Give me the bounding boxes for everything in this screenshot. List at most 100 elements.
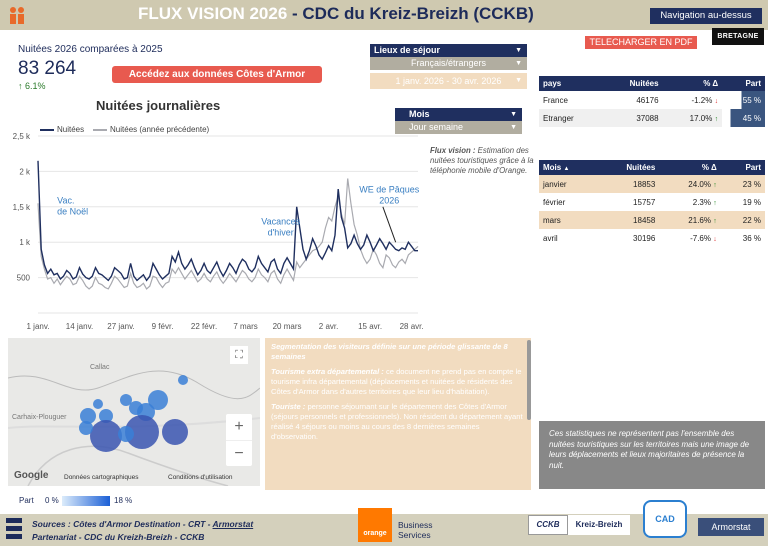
- map-place-carhaix: Carhaix-Plouguer: [12, 414, 67, 421]
- table-header-row: Mois ▲ Nuitées % Δ Part: [539, 160, 765, 175]
- y-tick-label: 1 k: [19, 238, 31, 247]
- orange-logo: orange: [358, 508, 392, 542]
- col-nuitees[interactable]: Nuitées: [602, 76, 663, 91]
- cell-delta: 2.3% ↑: [692, 197, 717, 207]
- segmentation-scrollbar[interactable]: [527, 340, 531, 420]
- col-part[interactable]: Part: [720, 160, 765, 175]
- cell-delta: 17.0% ↑: [689, 113, 719, 123]
- footer-sources: Sources : Côtes d'Armor Destination - CR…: [32, 519, 254, 529]
- table-row: France 46176 -1.2% ↓ 55 %: [539, 91, 765, 109]
- cell-part: 22 %: [720, 211, 765, 229]
- pays-table: pays Nuitées % Δ Part France 46176 -1.2%…: [539, 76, 765, 127]
- arrow-up-icon: ↑: [714, 115, 719, 123]
- col-delta[interactable]: % Δ: [662, 76, 723, 91]
- col-mois[interactable]: Mois ▲: [539, 160, 598, 175]
- fullscreen-icon[interactable]: ⛶: [230, 346, 248, 364]
- col-pays[interactable]: pays: [539, 76, 603, 91]
- series-line-previous: [37, 178, 419, 290]
- table-row: Etranger 37088 17.0% ↑ 45 %: [539, 109, 765, 127]
- stats-disclaimer: Ces statistiques ne représentent pas l'e…: [539, 421, 765, 489]
- x-tick-label: 22 févr.: [191, 322, 217, 331]
- lieux-filter-header[interactable]: Lieux de séjour ▼: [370, 44, 527, 57]
- header-bar: [0, 0, 768, 30]
- table-row: avril 30196 -7.6% ↓ 36 %: [539, 229, 765, 247]
- map-credits[interactable]: Données cartographiques: [64, 474, 139, 481]
- chart-annotation: 2026: [379, 196, 399, 206]
- cell-pays: France: [543, 95, 568, 105]
- map-legend-max: 18 %: [114, 496, 133, 505]
- col-part[interactable]: Part: [722, 76, 765, 91]
- lieux-filter[interactable]: Lieux de séjour ▼ Français/étrangers ▼ 1 j…: [370, 44, 527, 89]
- chevron-down-icon: ▼: [510, 111, 517, 118]
- download-pdf-button[interactable]: TELECHARGER EN PDF: [585, 36, 697, 49]
- table-row: janvier 18853 24.0% ↑ 23 %: [539, 175, 765, 193]
- legend-swatch-previous: [93, 128, 108, 131]
- zoom-out-button[interactable]: −: [226, 440, 252, 466]
- date-range-select[interactable]: 1 janv. 2026 - 30 avr. 2026 ▼: [370, 73, 527, 89]
- map-place-callac: Callac: [90, 364, 110, 371]
- period-filter[interactable]: Mois ▼ Jour semaine ▼: [395, 108, 522, 134]
- cell-part: 55 %: [722, 91, 765, 109]
- x-tick-label: 20 mars: [273, 322, 302, 331]
- col-delta[interactable]: % Δ: [659, 160, 721, 175]
- chevron-down-icon: ▼: [515, 47, 522, 54]
- y-tick-label: 2,5 k: [13, 132, 31, 141]
- map-legend-gradient: [62, 496, 110, 506]
- armorstat-link[interactable]: Armorstat: [212, 519, 254, 529]
- cell-delta: 21.6% ↑: [659, 211, 721, 229]
- segmentation-panel[interactable]: Segmentation des visiteurs définie sur u…: [265, 338, 531, 490]
- legend-swatch-current: [40, 128, 54, 131]
- cell-nuitees: 18853: [597, 175, 660, 193]
- note-bold: Flux vision :: [430, 146, 476, 155]
- cell-part: 36 %: [742, 233, 761, 243]
- cell-nuitees: 18458: [597, 211, 660, 229]
- cell-part: 45 %: [722, 109, 765, 127]
- x-tick-label: 2 avr.: [319, 322, 339, 331]
- stripes-logo-icon: [6, 518, 22, 539]
- kpi-change: ↑ 6.1%: [18, 81, 46, 91]
- mois-table: Mois ▲ Nuitées % Δ Part janvier 18853 24.0…: [539, 160, 765, 247]
- col-nuitees[interactable]: Nuitées: [597, 160, 660, 175]
- flux-vision-note: Flux vision : Estimation des nuitées tou…: [430, 146, 538, 176]
- legend-label-previous: Nuitées (année précédente): [110, 125, 210, 134]
- cotes-armor-data-button[interactable]: Accédez aux données Côtes d'Armor: [112, 66, 322, 83]
- zoom-controls: + −: [226, 414, 252, 466]
- navigation-button[interactable]: Navigation au-dessus: [650, 8, 762, 24]
- cell-mois: mars: [539, 211, 598, 229]
- business-services-logo: Business Services: [398, 520, 433, 540]
- x-tick-label: 7 mars: [233, 322, 257, 331]
- kpi-label: Nuitées 2026 comparées à 2025: [18, 44, 163, 55]
- x-tick-label: 27 janv.: [107, 322, 134, 331]
- cell-part: 19 %: [742, 197, 761, 207]
- cell-delta: -7.6% ↓: [690, 233, 717, 243]
- map-terms-link[interactable]: Conditions d'utilisation: [168, 474, 233, 481]
- legend-label-current: Nuitées: [57, 125, 85, 134]
- map-canvas[interactable]: [8, 338, 260, 486]
- series-line-current: [37, 160, 418, 282]
- x-tick-label: 9 févr.: [152, 322, 174, 331]
- table-row: mars 18458 21.6% ↑ 22 %: [539, 211, 765, 229]
- cell-part: 23 %: [720, 175, 765, 193]
- map-view[interactable]: Callac Carhaix-Plouguer ⛶ + − Google Don…: [8, 338, 260, 486]
- note-text: Estimation des nuitées touristiques grâc…: [430, 146, 534, 175]
- seg-extra: Tourisme extra départemental : ce docume…: [271, 367, 522, 396]
- cell-delta: -1.2% ↓: [691, 95, 719, 105]
- seg-title: Segmentation des visiteurs définie sur u…: [271, 342, 508, 361]
- chart-legend: Nuitées Nuitées (année précédente): [40, 125, 209, 134]
- arrow-down-icon: ↓: [714, 97, 719, 105]
- x-tick-label: 1 janv.: [27, 322, 50, 331]
- origin-select[interactable]: Français/étrangers ▼: [370, 57, 527, 70]
- arrow-down-icon: ↓: [713, 235, 717, 243]
- zoom-in-button[interactable]: +: [234, 418, 244, 435]
- y-tick-label: 1,5 k: [13, 203, 31, 212]
- y-tick-label: 2 k: [19, 167, 31, 176]
- cckb-logo: CCKB: [528, 515, 568, 535]
- sort-asc-icon: ▲: [563, 166, 570, 172]
- jour-semaine-select[interactable]: Jour semaine ▼: [395, 121, 522, 134]
- daily-nights-chart: 2,5 k 2 k 1,5 k 1 k 500 1 janv. 14 janv. 27 jan…: [13, 132, 424, 331]
- table-header-row: pays Nuitées % Δ Part: [539, 76, 765, 91]
- chevron-down-icon: ▼: [510, 124, 517, 131]
- arrow-up-icon: ↑: [713, 181, 717, 189]
- mois-select[interactable]: Mois ▼: [395, 108, 522, 121]
- x-tick-label: 15 avr.: [358, 322, 382, 331]
